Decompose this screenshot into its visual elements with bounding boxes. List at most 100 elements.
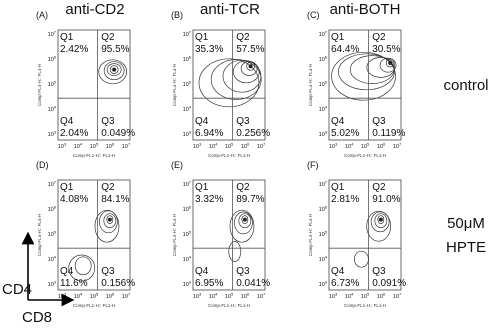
tick-base: 10 xyxy=(361,144,367,150)
tick-exponent: 4 xyxy=(325,105,328,110)
tick-exponent: 4 xyxy=(215,142,218,147)
x-tick-label: 106 xyxy=(106,292,115,301)
y-tick-label: 107 xyxy=(183,30,192,39)
tick-base: 10 xyxy=(122,294,128,300)
x-tick-label: 104 xyxy=(209,292,218,301)
tick-base: 10 xyxy=(329,294,335,300)
tick-base: 10 xyxy=(225,294,231,300)
contour xyxy=(68,254,96,282)
column-title: anti-CD2 xyxy=(65,1,124,18)
contour xyxy=(370,211,390,233)
quadrant-name: Q3 xyxy=(372,266,386,277)
x-tick-label: 105 xyxy=(225,142,234,151)
quadrant-percent: 0.049% xyxy=(101,128,135,139)
y-tick-label: 106 xyxy=(48,205,57,214)
quadrant-name: Q3 xyxy=(101,116,115,127)
tick-base: 10 xyxy=(183,282,189,288)
plot-frame xyxy=(328,179,402,291)
tick-exponent: 4 xyxy=(325,255,328,260)
x-tick-label: 103 xyxy=(193,142,202,151)
contour xyxy=(74,256,92,276)
plot-frame xyxy=(57,29,131,141)
tick-exponent: 4 xyxy=(54,105,57,110)
x-tick-label: 104 xyxy=(345,142,354,151)
quadrant-percent: 89.7% xyxy=(236,194,264,205)
contour xyxy=(385,58,395,68)
tick-exponent: 3 xyxy=(64,292,67,297)
y-tick-label: 104 xyxy=(183,105,192,114)
quadrant-name: Q1 xyxy=(331,182,345,193)
contour xyxy=(229,209,255,243)
tick-exponent: 6 xyxy=(112,142,115,147)
contour xyxy=(99,210,118,234)
tick-base: 10 xyxy=(48,257,54,263)
quadrant-percent: 91.0% xyxy=(372,194,400,205)
y-tick-label: 105 xyxy=(183,80,192,89)
quadrant-percent: 0.256% xyxy=(236,128,270,139)
tick-exponent: 7 xyxy=(399,292,402,297)
tick-base: 10 xyxy=(183,257,189,263)
x-tick-label: 104 xyxy=(74,292,83,301)
y-tick-label: 103 xyxy=(183,130,192,139)
panel-letter: (B) xyxy=(171,10,183,20)
panel-letter: (F) xyxy=(307,160,319,170)
x-axis-label: Comp-FL1-H:: FL1-H xyxy=(344,153,386,158)
tick-exponent: 7 xyxy=(263,142,266,147)
quadrant-percent: 57.5% xyxy=(236,44,264,55)
panel-letter: (D) xyxy=(36,160,49,170)
quadrant-percent: 0.156% xyxy=(101,278,135,289)
quadrant-name: Q3 xyxy=(101,266,115,277)
tick-base: 10 xyxy=(183,182,189,188)
tick-base: 10 xyxy=(183,207,189,213)
tick-exponent: 7 xyxy=(128,142,131,147)
y-tick-label: 103 xyxy=(48,280,57,289)
quadrant-percent: 3.32% xyxy=(195,194,223,205)
quadrant-name: Q2 xyxy=(372,182,386,193)
tick-exponent: 6 xyxy=(247,292,250,297)
tick-exponent: 3 xyxy=(199,142,202,147)
tick-exponent: 5 xyxy=(367,292,370,297)
tick-base: 10 xyxy=(319,57,325,63)
tick-exponent: 6 xyxy=(383,292,386,297)
tick-base: 10 xyxy=(183,82,189,88)
tick-exponent: 6 xyxy=(189,55,192,60)
y-tick-label: 107 xyxy=(48,30,57,39)
tick-base: 10 xyxy=(48,182,54,188)
x-tick-label: 105 xyxy=(225,292,234,301)
tick-base: 10 xyxy=(48,232,54,238)
y-axis-label: Comp-FL4-H:: FL4-H xyxy=(172,64,177,106)
y-axis-label: Comp-FL4-H:: FL4-H xyxy=(172,214,177,256)
contour xyxy=(198,58,260,108)
tick-exponent: 7 xyxy=(263,292,266,297)
x-tick-label: 103 xyxy=(329,142,338,151)
tick-exponent: 4 xyxy=(80,142,83,147)
cd8-label: CD8 xyxy=(22,309,52,326)
y-axis-label: Comp-FL4-H:: FL4-H xyxy=(37,214,42,256)
tick-exponent: 5 xyxy=(231,292,234,297)
tick-exponent: 4 xyxy=(80,292,83,297)
tick-base: 10 xyxy=(183,57,189,63)
contour xyxy=(228,241,242,262)
tick-exponent: 4 xyxy=(351,142,354,147)
quadrant-name: Q1 xyxy=(60,182,74,193)
tick-exponent: 5 xyxy=(54,80,57,85)
x-tick-label: 106 xyxy=(241,142,250,151)
tick-exponent: 5 xyxy=(367,142,370,147)
contour xyxy=(377,215,385,224)
quadrant-name: Q1 xyxy=(331,32,345,43)
quadrant-percent: 95.5% xyxy=(101,44,129,55)
quadrant-name: Q2 xyxy=(101,182,115,193)
x-tick-label: 105 xyxy=(90,292,99,301)
tick-exponent: 7 xyxy=(54,180,57,185)
tick-base: 10 xyxy=(58,294,64,300)
contour xyxy=(366,57,396,78)
tick-exponent: 6 xyxy=(54,205,57,210)
quadrant-name: Q2 xyxy=(236,182,250,193)
tick-base: 10 xyxy=(183,232,189,238)
tick-base: 10 xyxy=(193,144,199,150)
y-tick-label: 103 xyxy=(319,280,328,289)
tick-exponent: 3 xyxy=(199,292,202,297)
x-tick-label: 103 xyxy=(329,292,338,301)
x-tick-label: 104 xyxy=(209,142,218,151)
